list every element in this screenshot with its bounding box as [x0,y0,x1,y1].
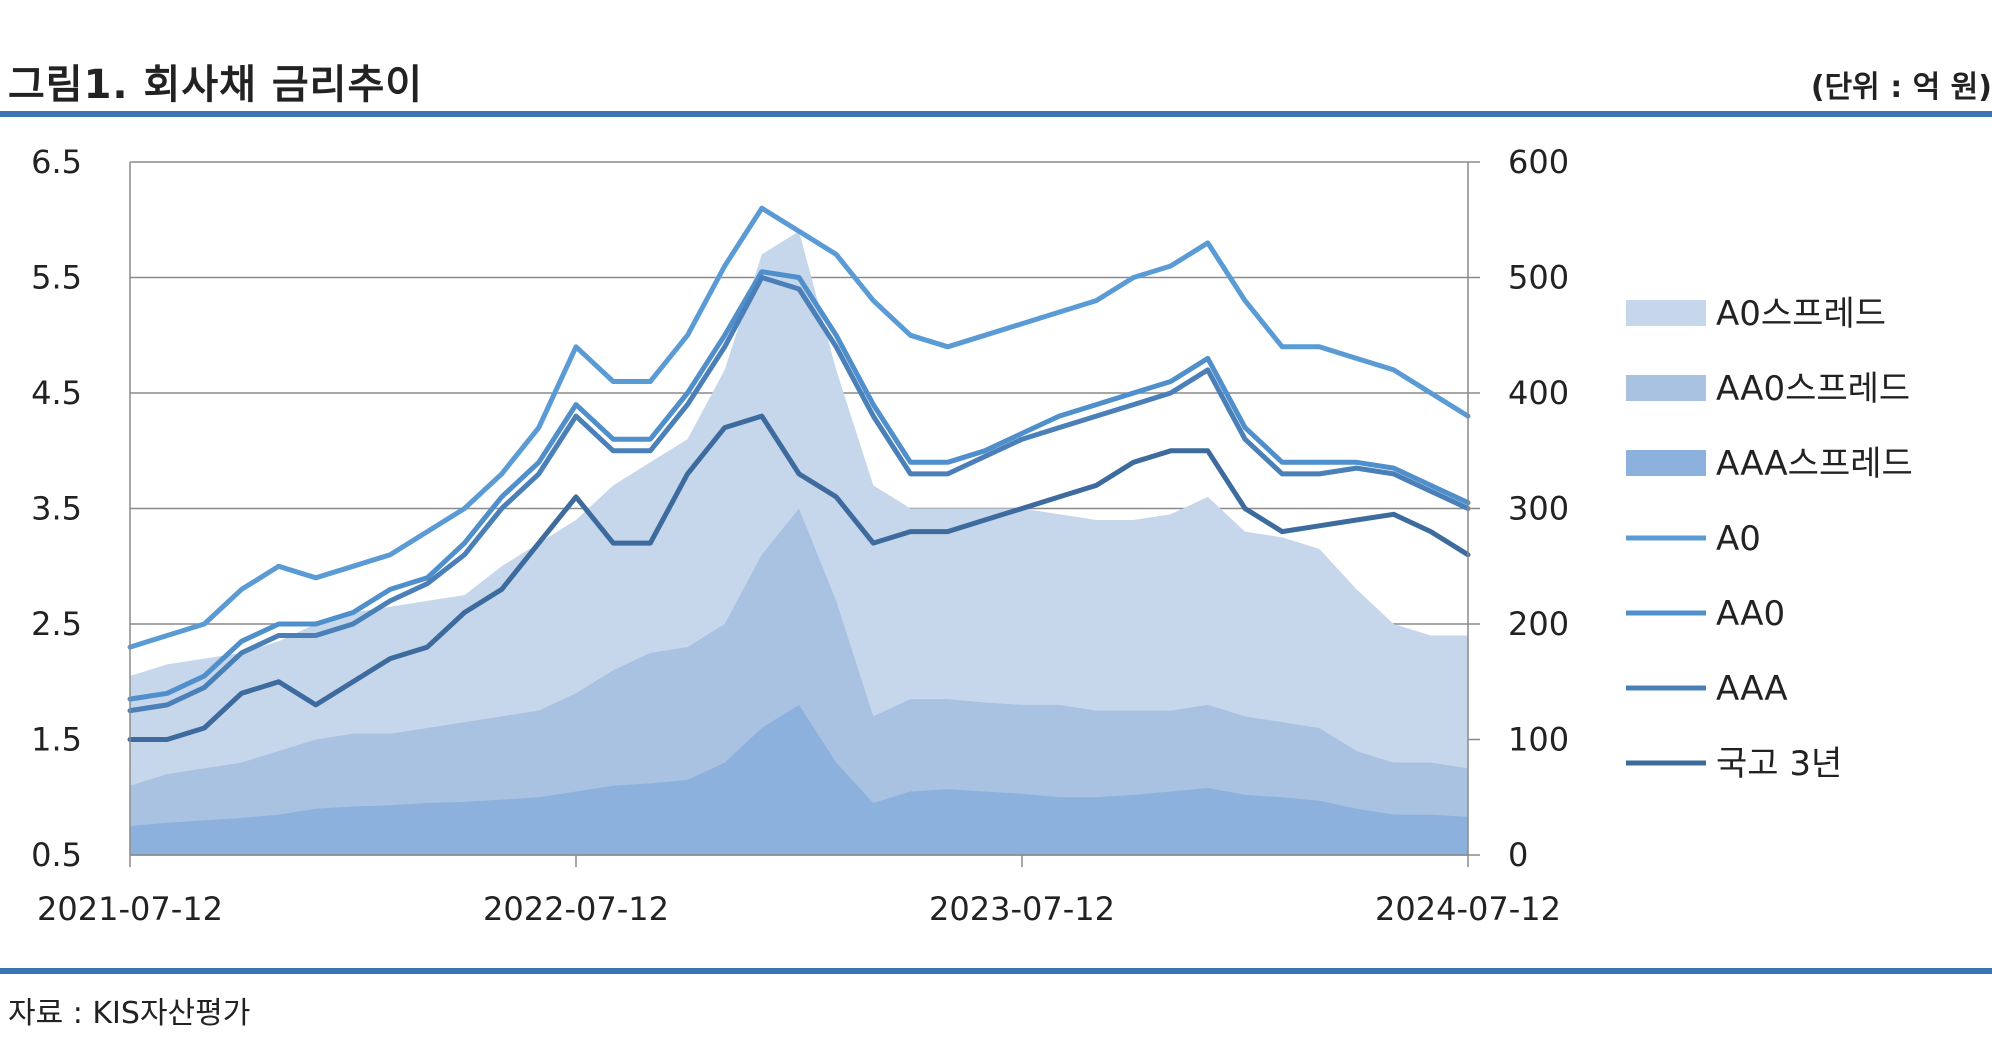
bottom-divider [0,968,1992,974]
legend-label: AA0스프레드 [1716,369,1910,409]
area-AAA스프레드 [130,704,1468,855]
legend-label: AAA스프레드 [1716,444,1913,484]
y-left-tick-label: 3.5 [31,490,82,528]
line-AA0 [127,269,1471,702]
area-layer [130,231,1468,856]
legend-label: AAA [1716,669,1788,709]
x-tick-label: 2021-07-12 [37,890,223,928]
y-left-tick-label: 1.5 [31,721,82,759]
x-tick-label: 2023-07-12 [929,890,1115,928]
legend-swatch [1626,450,1706,476]
y-right-tick-label: 600 [1508,143,1569,181]
y-right-tick-label: 100 [1508,721,1569,759]
area-AA0스프레드 [130,508,1468,855]
y-right-tick-label: 500 [1508,259,1569,297]
y-left-tick-label: 0.5 [31,836,82,874]
legend-label: A0 [1716,519,1761,559]
y-left-tick-label: 5.5 [31,259,82,297]
top-divider [0,111,1992,117]
line-A0 [127,205,1471,650]
page-title: 그림1. 회사채 금리추이 [8,62,424,108]
legend-swatch [1626,375,1706,401]
source-note: 자료 : KIS자산평가 [8,996,251,1031]
y-right-tick-label: 0 [1508,836,1528,874]
y-left-tick-label: 6.5 [31,143,82,181]
y-right-tick-label: 400 [1508,374,1569,412]
legend-label: AA0 [1716,594,1785,634]
legend-label: 국고 3년 [1716,744,1842,784]
line-layer [127,205,1471,742]
legend: A0스프레드 AA0스프레드 AAA스프레드 A0 AA0 AAA 국고 3년 [1626,294,1913,784]
y-right-tick-label: 300 [1508,490,1569,528]
x-tick-label: 2024-07-12 [1375,890,1561,928]
line-국고 3년 [127,413,1471,742]
y-left-tick-label: 4.5 [31,374,82,412]
y-left-tick-label: 2.5 [31,605,82,643]
unit-label: (단위 : 억 원) [1810,70,1992,105]
x-tick-label: 2022-07-12 [483,890,669,928]
legend-label: A0스프레드 [1716,294,1886,334]
legend-swatch [1626,300,1706,326]
axis-layer: 6.5 5.5 4.5 3.5 2.5 1.5 0.5 600 500 400 300 200 100 0… [31,143,1569,928]
line-AAA [127,275,1471,714]
y-right-tick-label: 200 [1508,605,1569,643]
